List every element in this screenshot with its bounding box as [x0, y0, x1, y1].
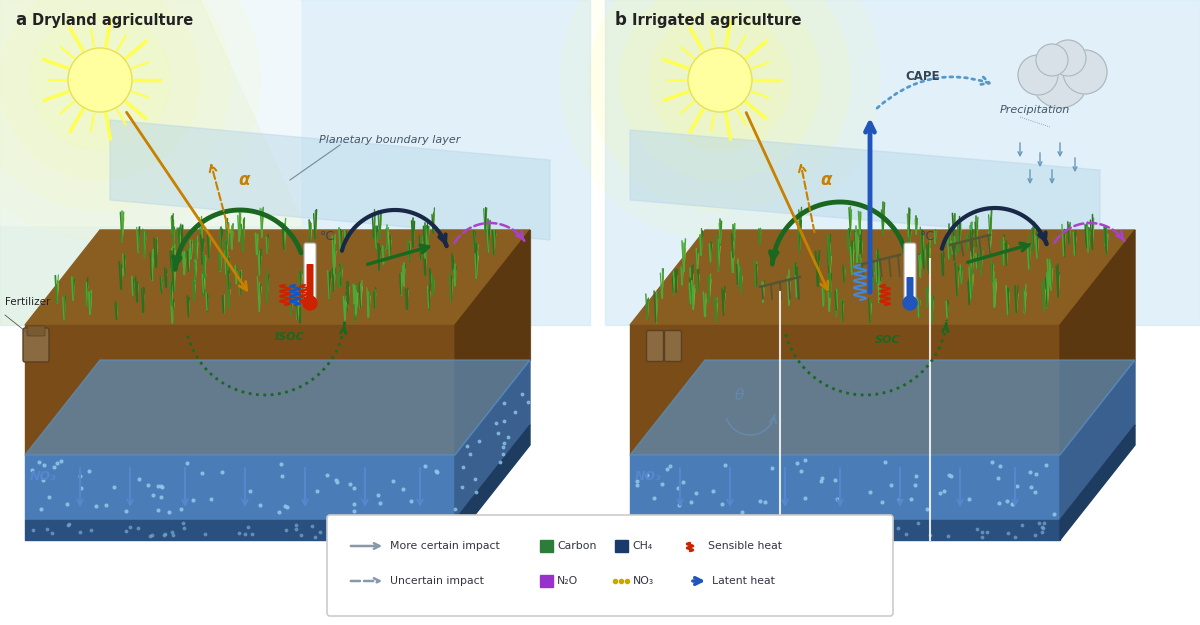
- FancyBboxPatch shape: [904, 243, 916, 302]
- Text: CAPE: CAPE: [905, 70, 940, 83]
- Polygon shape: [605, 0, 1200, 325]
- FancyBboxPatch shape: [665, 331, 682, 361]
- Text: Precipitation: Precipitation: [1000, 105, 1070, 115]
- Circle shape: [620, 0, 820, 180]
- Polygon shape: [25, 520, 455, 540]
- Text: α: α: [820, 171, 832, 189]
- Polygon shape: [1060, 425, 1135, 540]
- Polygon shape: [605, 0, 1200, 625]
- Polygon shape: [630, 325, 1060, 455]
- Circle shape: [1018, 55, 1058, 95]
- Text: NO₃: NO₃: [30, 470, 56, 483]
- Text: NO₃: NO₃: [635, 470, 661, 483]
- Circle shape: [30, 10, 170, 150]
- Polygon shape: [110, 120, 550, 240]
- Polygon shape: [0, 0, 350, 325]
- Bar: [616, 540, 628, 552]
- FancyBboxPatch shape: [28, 326, 46, 336]
- Circle shape: [688, 48, 752, 112]
- Circle shape: [560, 0, 880, 240]
- FancyBboxPatch shape: [306, 264, 313, 301]
- Polygon shape: [455, 425, 530, 540]
- Circle shape: [904, 296, 917, 310]
- FancyBboxPatch shape: [23, 328, 49, 362]
- Polygon shape: [0, 0, 590, 625]
- Polygon shape: [630, 520, 1060, 540]
- Text: Carbon: Carbon: [557, 541, 596, 551]
- Polygon shape: [25, 325, 455, 455]
- Circle shape: [1063, 50, 1108, 94]
- Polygon shape: [1060, 360, 1135, 520]
- Text: °C: °C: [920, 230, 935, 243]
- Bar: [540, 575, 553, 587]
- Text: θ: θ: [734, 388, 744, 403]
- Polygon shape: [630, 130, 1100, 240]
- FancyBboxPatch shape: [326, 515, 893, 616]
- Text: Uncertain impact: Uncertain impact: [390, 576, 484, 586]
- Text: Fertilizer: Fertilizer: [5, 297, 50, 307]
- Polygon shape: [630, 360, 1135, 455]
- FancyBboxPatch shape: [906, 277, 913, 301]
- Circle shape: [1050, 40, 1086, 76]
- Polygon shape: [630, 230, 1135, 325]
- Text: a: a: [14, 11, 26, 29]
- Text: SOC: SOC: [875, 335, 901, 345]
- Circle shape: [590, 0, 850, 210]
- Circle shape: [1032, 52, 1088, 108]
- FancyBboxPatch shape: [647, 331, 664, 361]
- Text: NO₃: NO₃: [634, 576, 654, 586]
- Polygon shape: [25, 360, 530, 455]
- Polygon shape: [455, 230, 530, 455]
- Text: More certain impact: More certain impact: [390, 541, 499, 551]
- Polygon shape: [0, 0, 300, 225]
- Text: N₂O: N₂O: [557, 576, 578, 586]
- Text: Dryland agriculture: Dryland agriculture: [32, 13, 193, 28]
- Polygon shape: [630, 455, 1060, 520]
- Text: Latent heat: Latent heat: [712, 576, 775, 586]
- Polygon shape: [100, 230, 530, 360]
- Polygon shape: [0, 0, 590, 325]
- Polygon shape: [1060, 230, 1135, 455]
- Circle shape: [68, 48, 132, 112]
- Text: CH₄: CH₄: [632, 541, 653, 551]
- Polygon shape: [25, 455, 455, 520]
- Polygon shape: [25, 230, 530, 325]
- Circle shape: [0, 0, 230, 210]
- Text: ISOC: ISOC: [275, 332, 305, 342]
- Polygon shape: [455, 360, 530, 520]
- Text: Irrigated agriculture: Irrigated agriculture: [632, 13, 802, 28]
- Circle shape: [302, 296, 317, 310]
- Circle shape: [0, 0, 260, 240]
- Circle shape: [650, 10, 790, 150]
- Bar: [540, 540, 553, 552]
- Text: Sensible heat: Sensible heat: [708, 541, 782, 551]
- Text: °C: °C: [320, 230, 335, 243]
- Text: Planetary boundary layer: Planetary boundary layer: [319, 135, 461, 145]
- Text: α: α: [238, 171, 250, 189]
- Text: b: b: [616, 11, 626, 29]
- Circle shape: [0, 0, 200, 180]
- Circle shape: [1036, 44, 1068, 76]
- FancyBboxPatch shape: [304, 243, 316, 302]
